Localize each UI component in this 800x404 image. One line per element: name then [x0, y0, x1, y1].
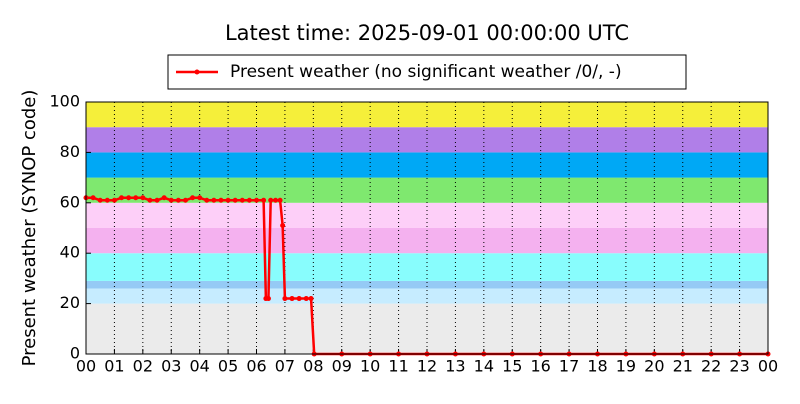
- background-band: [86, 288, 768, 304]
- x-tick-label: 11: [388, 357, 408, 376]
- x-tick-label: 13: [445, 357, 465, 376]
- data-point: [175, 197, 181, 203]
- data-point: [90, 195, 96, 201]
- x-tick-label: 12: [417, 357, 437, 376]
- x-tick-label: 18: [587, 357, 607, 376]
- y-tick-label: 40: [60, 243, 80, 262]
- data-point: [168, 197, 174, 203]
- x-tick-label: 21: [673, 357, 693, 376]
- x-tick-label: 23: [729, 357, 749, 376]
- data-point: [232, 197, 238, 203]
- background-band: [86, 152, 768, 178]
- x-tick-label: 10: [360, 357, 380, 376]
- background-band: [86, 253, 768, 281]
- x-tick-label: 20: [644, 357, 664, 376]
- x-tick-label: 00: [76, 357, 96, 376]
- y-tick-label: 60: [60, 192, 80, 211]
- data-point: [239, 197, 245, 203]
- x-tick-label: 14: [474, 357, 494, 376]
- legend-marker: [194, 69, 200, 75]
- data-point: [273, 197, 279, 203]
- chart-title: Latest time: 2025-09-01 00:00:00 UTC: [225, 21, 629, 45]
- x-tick-label: 05: [218, 357, 238, 376]
- data-point: [261, 197, 267, 203]
- data-point: [308, 296, 314, 302]
- x-tick-label: 04: [189, 357, 209, 376]
- background-band: [86, 280, 768, 289]
- background-band: [86, 127, 768, 153]
- data-point: [254, 197, 259, 203]
- data-point: [303, 296, 309, 302]
- x-tick-label: 00: [758, 357, 778, 376]
- x-tick-label: 01: [104, 357, 124, 376]
- y-axis-label: Present weather (SYNOP code): [19, 90, 40, 367]
- x-tick-label: 08: [303, 357, 323, 376]
- y-tick-label: 100: [49, 92, 80, 111]
- data-point: [190, 195, 196, 201]
- data-point: [104, 197, 110, 203]
- data-point: [147, 197, 153, 203]
- data-point: [133, 195, 139, 201]
- data-point: [265, 296, 271, 302]
- data-point: [296, 296, 302, 302]
- legend-label: Present weather (no significant weather …: [230, 62, 622, 82]
- x-tick-label: 06: [246, 357, 266, 376]
- x-tick-label: 15: [502, 357, 522, 376]
- data-point: [218, 197, 224, 203]
- plot-frame: [85, 101, 769, 355]
- data-point: [280, 222, 286, 228]
- data-point: [225, 197, 231, 203]
- x-tick-label: 09: [332, 357, 352, 376]
- data-point: [282, 296, 288, 302]
- background-band: [86, 228, 768, 254]
- data-point: [277, 197, 283, 203]
- y-tick-label: 20: [60, 293, 80, 312]
- data-point: [211, 197, 217, 203]
- x-tick-label: 22: [701, 357, 721, 376]
- data-point: [119, 195, 125, 201]
- data-point: [140, 195, 146, 201]
- x-tick-label: 03: [161, 357, 181, 376]
- x-tick-label: 17: [559, 357, 579, 376]
- y-tick-label: 0: [70, 344, 80, 363]
- data-point: [197, 195, 203, 201]
- data-point: [126, 195, 132, 201]
- data-point: [182, 197, 188, 203]
- data-point: [161, 195, 167, 201]
- x-tick-label: 19: [616, 357, 636, 376]
- data-point: [268, 197, 274, 203]
- data-point: [154, 197, 160, 203]
- data-point: [289, 296, 295, 302]
- data-point: [111, 197, 117, 203]
- background-band: [86, 303, 768, 354]
- data-point: [97, 197, 103, 203]
- y-tick-label: 80: [60, 142, 80, 161]
- x-tick-label: 16: [530, 357, 550, 376]
- data-point: [246, 197, 252, 203]
- x-tick-label: 02: [133, 357, 153, 376]
- legend-box: [167, 54, 687, 90]
- x-tick-label: 07: [275, 357, 295, 376]
- data-point: [204, 197, 210, 203]
